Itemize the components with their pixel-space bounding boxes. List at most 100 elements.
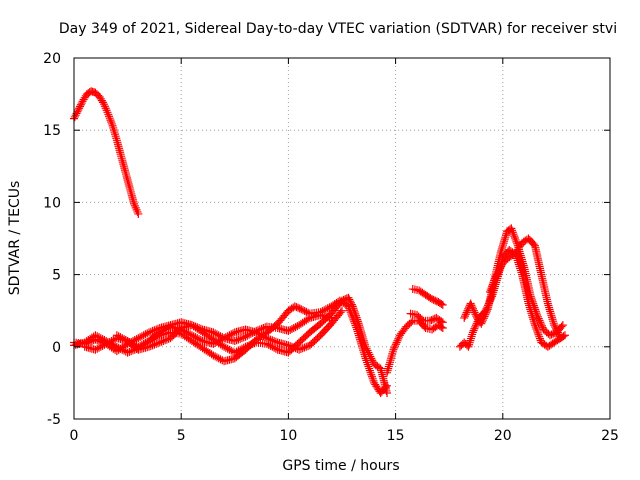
data-point bbox=[220, 342, 229, 351]
data-point bbox=[389, 345, 398, 354]
y-axis-label: SDTVAR / TECUs bbox=[7, 181, 23, 296]
data-point bbox=[211, 329, 220, 338]
data-point bbox=[136, 333, 145, 342]
series-arc-8 bbox=[408, 285, 447, 309]
data-point bbox=[510, 234, 519, 243]
data-point bbox=[193, 334, 202, 343]
data-point bbox=[252, 326, 261, 335]
data-point bbox=[150, 340, 159, 349]
data-point bbox=[298, 344, 307, 353]
data-point bbox=[530, 303, 539, 312]
data-point bbox=[485, 287, 494, 296]
data-point bbox=[95, 333, 104, 342]
data-point bbox=[209, 328, 218, 337]
data-point bbox=[467, 301, 476, 310]
data-point bbox=[209, 339, 218, 348]
data-point bbox=[552, 324, 561, 333]
data-point bbox=[353, 327, 362, 336]
series-arc-1 bbox=[70, 87, 143, 218]
data-point bbox=[102, 106, 111, 115]
data-point bbox=[471, 322, 480, 331]
data-point bbox=[98, 341, 107, 350]
data-point bbox=[286, 325, 295, 334]
data-point bbox=[486, 286, 495, 295]
data-point bbox=[111, 130, 120, 139]
data-point bbox=[132, 335, 141, 344]
data-point bbox=[262, 334, 271, 343]
data-point bbox=[302, 307, 311, 316]
data-point bbox=[225, 345, 234, 354]
data-point bbox=[295, 345, 304, 354]
data-point bbox=[223, 344, 232, 353]
data-point bbox=[550, 321, 559, 330]
data-point bbox=[304, 315, 313, 324]
data-point bbox=[112, 342, 121, 351]
data-point bbox=[492, 271, 501, 280]
y-tick-label: 0 bbox=[52, 340, 61, 356]
data-point bbox=[103, 108, 112, 117]
data-point bbox=[75, 104, 84, 113]
data-point bbox=[270, 337, 279, 346]
data-point bbox=[302, 342, 311, 351]
data-point bbox=[512, 237, 521, 246]
tick-labels: 0 5 10 15 20 25 -5 0 5 10 15 20 bbox=[43, 51, 619, 444]
data-point bbox=[191, 322, 200, 331]
data-point bbox=[186, 330, 195, 339]
data-point bbox=[218, 333, 227, 342]
data-point bbox=[76, 102, 85, 111]
data-point bbox=[120, 346, 129, 355]
x-tick-label: 20 bbox=[494, 428, 512, 444]
data-point bbox=[111, 341, 120, 350]
data-point bbox=[298, 306, 307, 315]
data-point bbox=[296, 344, 305, 353]
data-point bbox=[123, 348, 132, 357]
data-point bbox=[214, 331, 223, 340]
data-point bbox=[157, 327, 166, 336]
data-point bbox=[349, 315, 358, 324]
data-point bbox=[496, 264, 505, 273]
data-point bbox=[346, 297, 355, 306]
data-point bbox=[323, 304, 332, 313]
data-point bbox=[368, 374, 377, 383]
data-point bbox=[472, 321, 480, 330]
data-point bbox=[466, 334, 475, 343]
data-point bbox=[467, 332, 476, 341]
data-point bbox=[478, 316, 487, 325]
data-point bbox=[73, 107, 82, 116]
data-point bbox=[105, 114, 114, 123]
data-point bbox=[461, 310, 470, 319]
data-point bbox=[344, 293, 353, 302]
data-point bbox=[363, 360, 372, 369]
data-point bbox=[526, 292, 535, 301]
data-point bbox=[359, 348, 368, 357]
data-point bbox=[508, 228, 517, 237]
data-point bbox=[212, 337, 221, 346]
data-point bbox=[104, 110, 113, 119]
data-point bbox=[461, 312, 470, 321]
data-point bbox=[107, 337, 116, 346]
data-point bbox=[264, 334, 273, 343]
data-point bbox=[159, 326, 168, 335]
data-point bbox=[239, 333, 248, 342]
data-point bbox=[193, 323, 202, 332]
data-point bbox=[511, 235, 520, 244]
data-point bbox=[287, 342, 296, 351]
data-point bbox=[96, 342, 105, 351]
data-point bbox=[532, 324, 541, 333]
data-point bbox=[134, 334, 143, 343]
data-point bbox=[71, 111, 80, 120]
data-point bbox=[105, 112, 114, 121]
data-point bbox=[369, 376, 378, 385]
data-point bbox=[481, 310, 490, 319]
data-point bbox=[187, 331, 196, 340]
data-point bbox=[118, 334, 127, 343]
data-point bbox=[212, 330, 221, 339]
data-point bbox=[532, 309, 541, 318]
data-point bbox=[261, 333, 270, 342]
data-point bbox=[417, 315, 426, 324]
data-point bbox=[271, 337, 280, 346]
data-point bbox=[195, 335, 204, 344]
data-point bbox=[392, 338, 401, 347]
data-point bbox=[118, 345, 127, 354]
data-point bbox=[209, 351, 218, 360]
